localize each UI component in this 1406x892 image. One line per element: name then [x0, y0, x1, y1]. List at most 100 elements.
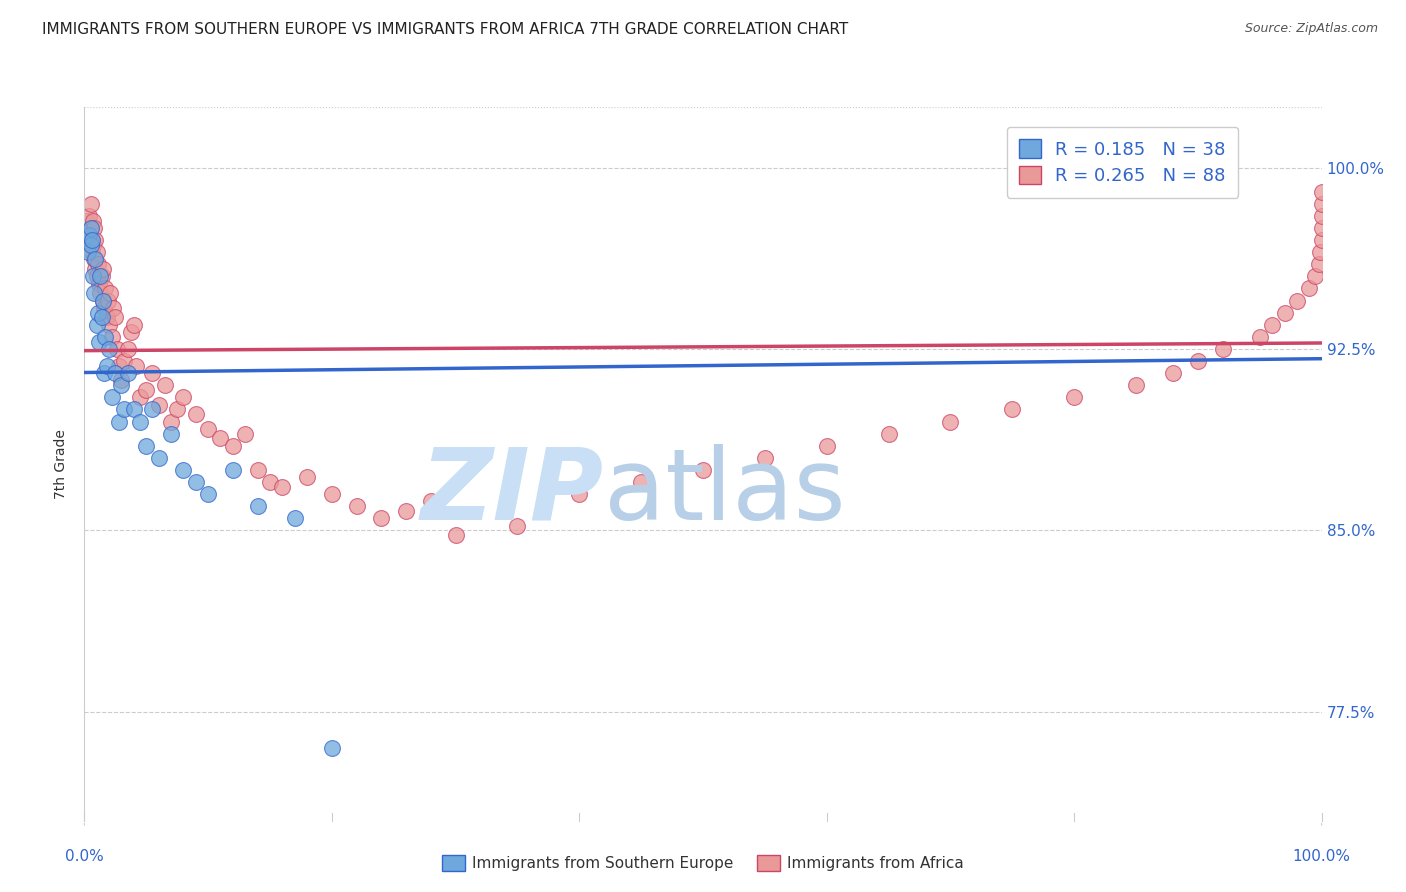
Point: [1187, 161, 1209, 175]
Point: [321, 741, 343, 756]
Point: [96, 359, 118, 373]
Point: [90, 310, 112, 325]
Point: [110, 373, 132, 387]
Point: [77, 228, 100, 243]
Point: [89, 286, 111, 301]
Point: [233, 426, 256, 441]
Point: [105, 342, 128, 356]
Point: [160, 415, 183, 429]
Point: [77, 245, 100, 260]
Point: [1310, 233, 1333, 247]
Point: [1310, 209, 1333, 223]
Point: [91, 293, 114, 308]
Point: [141, 366, 163, 380]
Point: [754, 450, 776, 465]
Point: [101, 301, 124, 315]
Point: [1063, 390, 1085, 404]
Point: [172, 390, 194, 404]
Point: [148, 450, 170, 465]
Point: [295, 470, 318, 484]
Point: [1001, 402, 1024, 417]
Point: [98, 286, 121, 301]
Point: [84, 233, 107, 247]
Point: [444, 528, 467, 542]
Point: [122, 402, 145, 417]
Point: [129, 415, 152, 429]
Point: [209, 432, 232, 446]
Point: [877, 426, 900, 441]
Point: [108, 415, 131, 429]
Point: [79, 221, 101, 235]
Point: [346, 499, 368, 513]
Point: [90, 269, 112, 284]
Point: [98, 318, 121, 332]
Point: [89, 277, 111, 291]
Point: [1310, 196, 1333, 211]
Point: [122, 318, 145, 332]
Point: [96, 310, 118, 325]
Point: [110, 378, 132, 392]
Legend: Immigrants from Southern Europe, Immigrants from Africa: Immigrants from Southern Europe, Immigra…: [436, 849, 970, 877]
Point: [1305, 269, 1327, 284]
Point: [89, 334, 111, 349]
Point: [222, 463, 245, 477]
Point: [80, 245, 103, 260]
Point: [87, 257, 110, 271]
Point: [1212, 342, 1234, 356]
Point: [1274, 306, 1296, 320]
Point: [259, 475, 281, 489]
Point: [80, 233, 103, 247]
Point: [79, 196, 101, 211]
Point: [184, 407, 207, 421]
Point: [284, 511, 307, 525]
Point: [98, 342, 121, 356]
Point: [1261, 318, 1284, 332]
Point: [135, 383, 157, 397]
Point: [506, 518, 529, 533]
Point: [815, 439, 838, 453]
Point: [222, 439, 245, 453]
Point: [94, 281, 117, 295]
Point: [79, 238, 101, 252]
Point: [395, 504, 418, 518]
Point: [370, 511, 392, 525]
Point: [86, 269, 108, 284]
Text: 0.0%: 0.0%: [65, 849, 104, 864]
Text: Source: ZipAtlas.com: Source: ZipAtlas.com: [1244, 22, 1378, 36]
Point: [104, 366, 127, 380]
Point: [1125, 378, 1147, 392]
Point: [83, 252, 105, 267]
Point: [89, 269, 111, 284]
Point: [630, 475, 652, 489]
Point: [94, 330, 117, 344]
Point: [93, 366, 115, 380]
Point: [148, 398, 170, 412]
Point: [82, 238, 104, 252]
Point: [246, 463, 269, 477]
Point: [112, 402, 135, 417]
Point: [97, 293, 120, 308]
Point: [100, 330, 122, 344]
Point: [86, 318, 108, 332]
Point: [1310, 221, 1333, 235]
Point: [568, 487, 591, 501]
Point: [153, 378, 176, 392]
Point: [117, 366, 139, 380]
Point: [692, 463, 714, 477]
Point: [246, 499, 269, 513]
Point: [135, 439, 157, 453]
Point: [84, 252, 107, 267]
Text: 100.0%: 100.0%: [1292, 849, 1351, 864]
Text: atlas: atlas: [605, 444, 845, 541]
Point: [84, 262, 107, 277]
Point: [125, 359, 148, 373]
Point: [80, 233, 103, 247]
Point: [108, 359, 131, 373]
Point: [82, 213, 104, 227]
Point: [91, 293, 114, 308]
Point: [91, 262, 114, 277]
Point: [271, 480, 294, 494]
Point: [112, 354, 135, 368]
Point: [1309, 245, 1331, 260]
Point: [117, 342, 139, 356]
